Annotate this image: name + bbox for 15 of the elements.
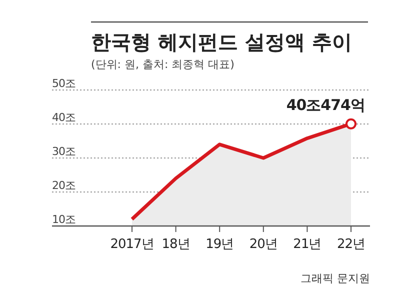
chart-title: 한국형 헤지펀드 설정액 추이 <box>91 30 352 54</box>
x-tick-label: 2017년 <box>110 237 154 252</box>
x-tick-label: 18년 <box>162 237 190 252</box>
x-tick-label: 22년 <box>336 237 366 252</box>
x-tick-label: 21년 <box>293 237 322 252</box>
y-tick-label: 10조 <box>52 213 76 226</box>
y-tick-label: 20조 <box>52 179 76 192</box>
x-tick-label: 19년 <box>206 237 234 252</box>
annotation: 40조474억 <box>286 96 365 114</box>
y-tick-label: 50조 <box>52 77 76 90</box>
x-tick-label: 20년 <box>249 237 278 252</box>
text: 그래픽 문지원 <box>300 272 370 285</box>
y-tick-label: 40조 <box>52 111 76 124</box>
y-tick-label: 30조 <box>52 145 76 158</box>
chart-subtitle: (단위: 원, 출처: 최종혁 대표) <box>91 58 234 71</box>
